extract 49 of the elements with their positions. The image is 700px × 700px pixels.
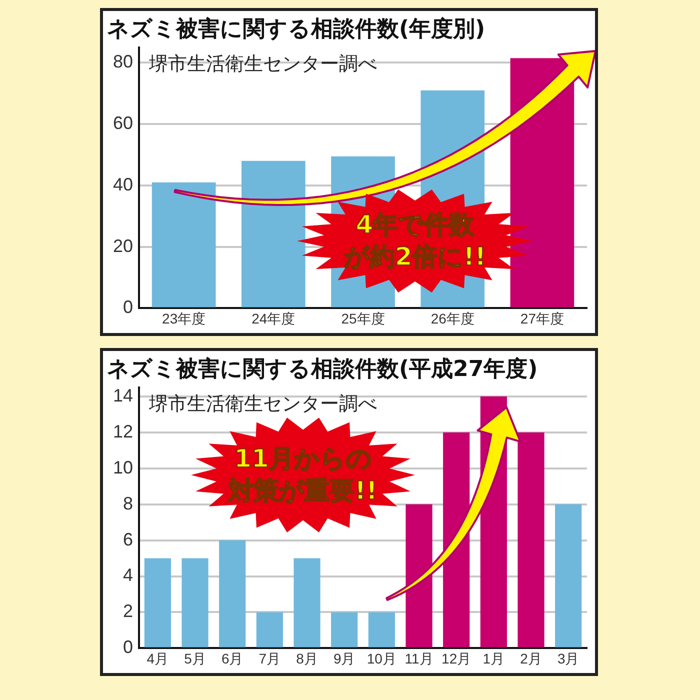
x-tick-label: 25年度: [341, 310, 385, 326]
bar: [182, 558, 208, 648]
x-tick-label: 9月: [333, 650, 356, 666]
x-tick-label: 24年度: [252, 310, 296, 326]
x-tick-label: 7月: [258, 650, 281, 666]
x-tick-label: 2月: [520, 650, 542, 666]
y-tick-label: 0: [123, 297, 134, 318]
x-tick-label: 10月: [366, 650, 396, 666]
x-tick-label: 1月: [482, 650, 505, 666]
y-tick-label: 8: [123, 493, 134, 514]
y-tick-label: 0: [123, 637, 134, 658]
bar: [406, 504, 432, 648]
bar: [144, 558, 171, 648]
y-tick-label: 2: [123, 601, 134, 622]
y-tick-label: 20: [112, 236, 134, 256]
chart-title: ネズミ被害に関する相談件数(平成27年度): [107, 356, 538, 382]
bar: [368, 612, 395, 648]
chart-subtitle: 堺市生活衛生センター調べ: [148, 392, 378, 415]
x-tick-label: 8月: [296, 650, 318, 666]
bar: [294, 558, 320, 648]
x-tick-label: 23年度: [162, 310, 206, 326]
x-tick-label: 11月: [404, 650, 434, 666]
x-tick-label: 3月: [557, 650, 580, 666]
y-tick-label: 80: [112, 52, 134, 72]
chart-title: ネズミ被害に関する相談件数(年度別): [107, 16, 486, 42]
bar: [256, 612, 283, 648]
y-tick-label: 10: [112, 457, 134, 478]
bar: [331, 612, 358, 648]
y-tick-label: 4: [123, 565, 134, 586]
bar: [152, 182, 216, 308]
bar: [518, 432, 544, 648]
x-tick-label: 4月: [146, 650, 169, 666]
bar: [241, 160, 306, 308]
bar: [443, 432, 470, 648]
annotation: 11月からの対策が重要!!: [227, 443, 378, 507]
bar: [219, 540, 246, 648]
x-tick-label: 26年度: [430, 310, 474, 326]
x-tick-label: 5月: [184, 650, 206, 666]
x-tick-label: 12月: [442, 650, 472, 666]
y-tick-label: 40: [112, 174, 134, 194]
y-tick-label: 12: [112, 421, 134, 442]
bar: [555, 504, 582, 648]
y-tick-label: 6: [123, 529, 134, 550]
annotation: 4年で件数が約2倍に!!: [342, 209, 488, 273]
y-tick-label: 14: [112, 385, 134, 406]
x-tick-label: 6月: [221, 650, 244, 666]
chart-subtitle: 堺市生活衛生センター調べ: [148, 52, 378, 75]
y-tick-label: 60: [112, 113, 134, 134]
x-tick-label: 27年度: [520, 310, 564, 326]
